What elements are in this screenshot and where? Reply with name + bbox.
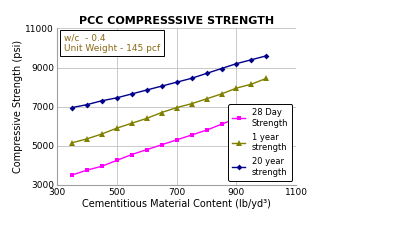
1 year
strength [204, 97, 209, 100]
1 year
strength [84, 137, 89, 140]
28 Day
Strength [129, 153, 134, 156]
28 Day
Strength [263, 104, 268, 107]
28 Day
Strength [144, 148, 149, 151]
28 Day
Strength [84, 169, 89, 172]
1 year
strength [99, 132, 104, 135]
20 year
strength [248, 58, 253, 61]
Line: 28 Day
Strength: 28 Day Strength [69, 103, 268, 178]
1 year
strength [248, 83, 253, 86]
20 year
strength [99, 99, 104, 102]
1 year
strength [189, 102, 194, 105]
Legend: 28 Day
Strength, 1 year
strength, 20 year
strength: 28 Day Strength, 1 year strength, 20 yea… [228, 104, 292, 181]
Title: PCC COMPRESSSIVE STRENGTH: PCC COMPRESSSIVE STRENGTH [79, 16, 273, 26]
28 Day
Strength [189, 134, 194, 137]
28 Day
Strength [233, 117, 238, 120]
1 year
strength [174, 106, 179, 109]
20 year
strength [233, 62, 238, 65]
20 year
strength [174, 81, 179, 84]
1 year
strength [129, 122, 134, 125]
20 year
strength [159, 85, 164, 87]
20 year
strength [263, 54, 268, 57]
20 year
strength [84, 103, 89, 106]
20 year
strength [189, 77, 194, 80]
28 Day
Strength [69, 174, 74, 177]
28 Day
Strength [159, 143, 164, 146]
Line: 20 year
strength: 20 year strength [70, 54, 268, 110]
1 year
strength [144, 117, 149, 120]
20 year
strength [204, 72, 209, 75]
Y-axis label: Compressive Strength (psi): Compressive Strength (psi) [13, 40, 23, 173]
20 year
strength [129, 92, 134, 95]
1 year
strength [114, 127, 119, 130]
28 Day
Strength [114, 159, 119, 162]
1 year
strength [69, 141, 74, 144]
X-axis label: Cementitious Material Content (lb/yd³): Cementitious Material Content (lb/yd³) [82, 199, 271, 210]
1 year
strength [159, 111, 164, 114]
Line: 1 year
strength: 1 year strength [69, 76, 269, 146]
20 year
strength [219, 67, 224, 70]
1 year
strength [233, 87, 238, 90]
28 Day
Strength [174, 138, 179, 141]
20 year
strength [144, 89, 149, 91]
Text: w/c  - 0.4
Unit Weight - 145 pcf: w/c - 0.4 Unit Weight - 145 pcf [64, 33, 160, 53]
1 year
strength [263, 77, 268, 80]
20 year
strength [114, 96, 119, 99]
28 Day
Strength [99, 165, 104, 168]
20 year
strength [69, 106, 74, 109]
28 Day
Strength [219, 123, 224, 126]
28 Day
Strength [204, 129, 209, 132]
28 Day
Strength [248, 110, 253, 113]
1 year
strength [219, 92, 224, 95]
